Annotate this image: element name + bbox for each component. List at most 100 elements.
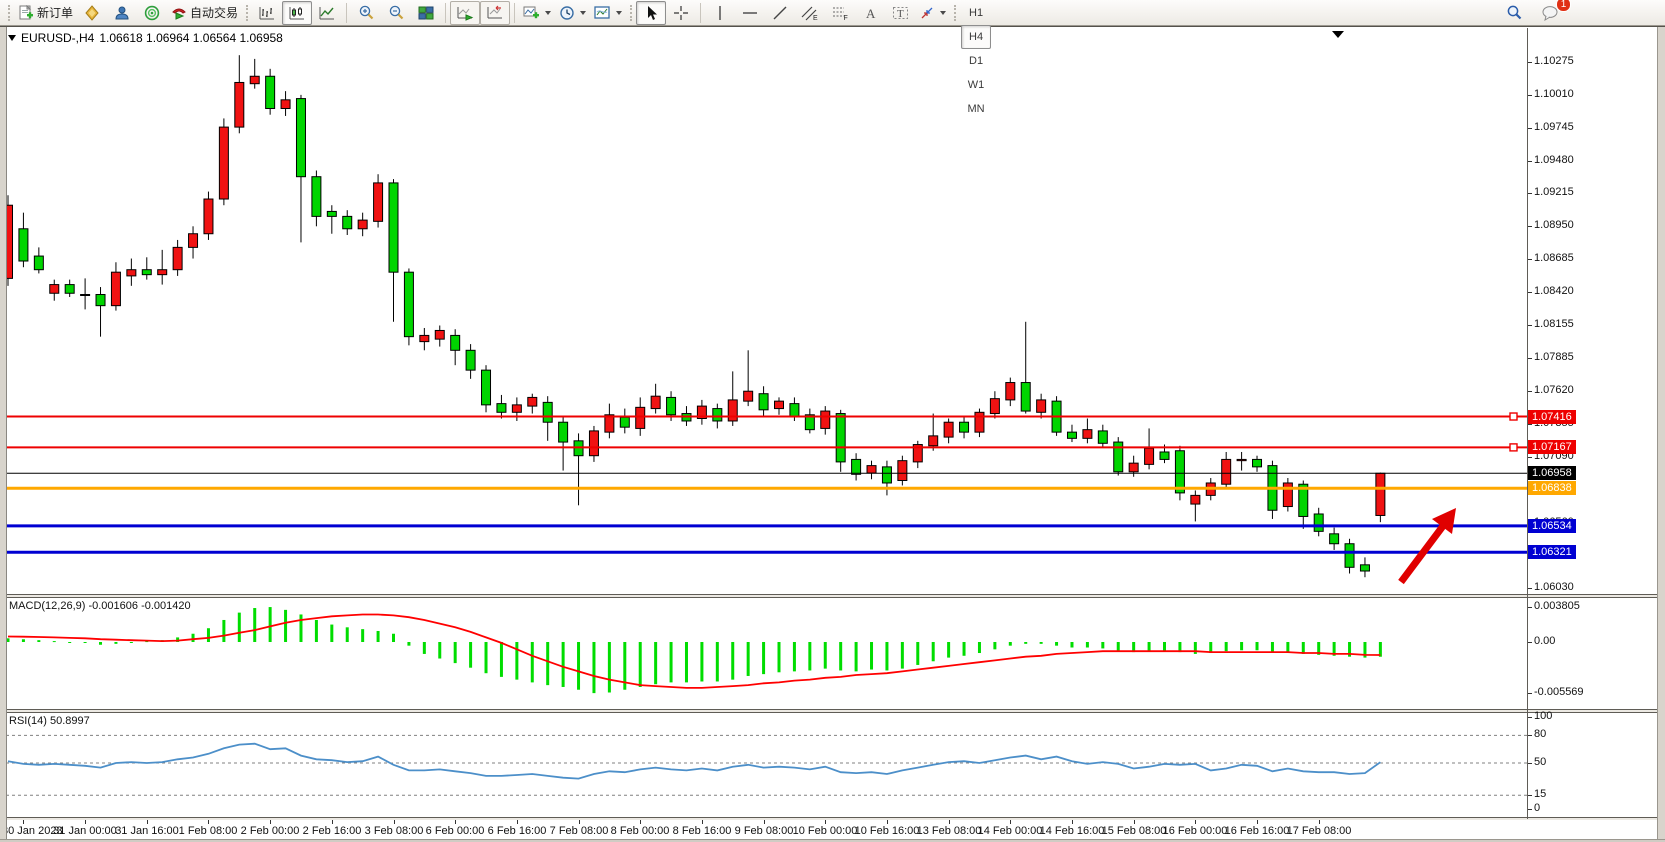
line-handle[interactable] — [1509, 443, 1518, 452]
candle-bullish — [1128, 462, 1139, 473]
price-line-tag: 1.06958 — [1528, 466, 1576, 480]
macd-histogram-bar — [700, 642, 704, 682]
candle-bullish — [357, 219, 368, 230]
toolbar-separator — [514, 2, 516, 23]
price-tick-mark — [1528, 259, 1532, 260]
candle-bearish — [712, 408, 723, 422]
candle-bullish — [696, 405, 707, 420]
rsi-label: RSI(14) 50.8997 — [9, 715, 90, 727]
new-order-button[interactable]: 新订单 — [14, 1, 77, 25]
time-tick-mark — [23, 820, 24, 824]
signal-button[interactable] — [137, 1, 167, 25]
vertical-line-tool-button[interactable] — [705, 1, 735, 25]
time-tick-mark — [85, 820, 86, 824]
pane-separator[interactable] — [0, 594, 1665, 598]
annotation-arrow-head[interactable] — [1432, 508, 1456, 534]
candle-bearish — [558, 421, 569, 443]
candle-bearish — [1097, 430, 1108, 444]
macd-histogram-bar — [684, 642, 688, 683]
text-tool-button[interactable]: A — [855, 1, 885, 25]
candle-bullish — [928, 435, 939, 447]
candle-bullish — [80, 294, 91, 296]
crosshair-tool-button[interactable] — [666, 1, 696, 25]
profile-button[interactable] — [107, 1, 137, 25]
zoom-in-button[interactable] — [351, 1, 381, 25]
autotrade-button[interactable]: 自动交易 — [167, 1, 242, 25]
channel-tool-button[interactable]: E — [795, 1, 825, 25]
timeframe-label: H1 — [969, 6, 984, 19]
bar-chart-mode-button[interactable] — [252, 1, 282, 25]
macd-histogram-bar — [1132, 642, 1136, 653]
timeframe-button-h4[interactable]: H4 — [961, 24, 992, 49]
timeframe-button-h1[interactable]: H1 — [961, 1, 991, 25]
timeframe-button-mn[interactable]: MN — [961, 97, 991, 121]
candle-bearish — [1174, 450, 1185, 494]
notifications-button[interactable]: 1 — [1535, 0, 1571, 25]
chart-title-triangle-icon[interactable] — [8, 35, 16, 41]
text-label-tool-button[interactable]: T — [885, 1, 915, 25]
time-axis[interactable]: 30 Jan 2023 31 Jan 00:00 31 Jan 16:00 1 Feb… — [2, 820, 1527, 839]
candle-bearish — [496, 403, 507, 413]
toolbar-grip[interactable] — [630, 4, 633, 21]
candle-bullish — [743, 390, 754, 402]
svg-text:F: F — [844, 15, 848, 21]
candle-bearish — [141, 269, 152, 276]
price-tick-mark — [1528, 457, 1532, 458]
price-tick-label: 1.08685 — [1534, 252, 1574, 264]
rsi-tick-label: 100 — [1534, 710, 1553, 722]
svg-text:A: A — [866, 6, 876, 21]
trendline-tool-button[interactable] — [765, 1, 795, 25]
chart-shift-marker-icon[interactable] — [1332, 31, 1344, 38]
macd-histogram-bar — [191, 633, 195, 642]
period-button[interactable] — [555, 1, 590, 25]
macd-histogram-bar — [1193, 642, 1197, 654]
horizontal-line-tool-button[interactable] — [735, 1, 765, 25]
macd-tick-label: -0.005569 — [1534, 686, 1584, 698]
toolbar-grip[interactable] — [246, 4, 249, 21]
line-handle[interactable] — [1509, 412, 1518, 421]
macd-indicator-pane[interactable] — [6, 598, 1527, 709]
annotation-arrow-shaft[interactable] — [1398, 523, 1446, 585]
search-button[interactable] — [1499, 1, 1529, 25]
time-tick-mark — [147, 820, 148, 824]
timeframe-button-d1[interactable]: D1 — [961, 49, 991, 73]
rsi-indicator-pane[interactable] — [6, 713, 1527, 819]
candle-bullish — [866, 465, 877, 474]
toolbar-grip[interactable] — [8, 4, 10, 21]
candle-bullish — [943, 421, 954, 438]
mql-community-button[interactable] — [77, 1, 107, 25]
rsi-tick-mark — [1528, 795, 1532, 796]
pane-separator[interactable] — [0, 709, 1665, 713]
candle-bearish — [465, 349, 476, 371]
candle-bearish — [342, 215, 353, 230]
profile-person-icon — [115, 6, 129, 19]
zoom-out-button[interactable] — [381, 1, 411, 25]
price-tick-label: 1.09215 — [1534, 186, 1574, 198]
arrows-tool-button[interactable] — [915, 1, 950, 25]
macd-histogram-bar — [1348, 642, 1352, 657]
templates-button[interactable] — [590, 1, 626, 25]
chart-shift-button[interactable] — [480, 0, 511, 25]
candle-bullish — [234, 81, 245, 128]
new-order-icon — [19, 4, 33, 19]
price-tick-label: 1.10275 — [1534, 55, 1574, 67]
candle-bearish — [789, 403, 800, 417]
new-chart-icon — [523, 6, 540, 18]
new-chart-button[interactable] — [519, 1, 555, 25]
macd-histogram-bar — [6, 638, 10, 642]
toolbar-grip[interactable] — [954, 4, 957, 21]
tile-windows-button[interactable] — [411, 1, 441, 25]
cursor-tool-button[interactable] — [636, 0, 667, 25]
macd-histogram-bar — [962, 642, 966, 656]
timeframe-button-w1[interactable]: W1 — [961, 73, 991, 97]
candle-bullish — [527, 396, 538, 407]
price-tick-mark — [1528, 391, 1532, 392]
candle-bullish — [1082, 429, 1093, 439]
candlestick-mode-button[interactable] — [282, 0, 313, 25]
line-chart-mode-button[interactable] — [312, 1, 342, 25]
auto-scroll-button[interactable] — [450, 0, 481, 25]
vertical-line-icon — [719, 5, 721, 20]
fibonacci-tool-button[interactable]: F — [825, 1, 855, 25]
candle-bullish — [6, 204, 13, 279]
main-price-chart[interactable] — [6, 29, 1527, 596]
